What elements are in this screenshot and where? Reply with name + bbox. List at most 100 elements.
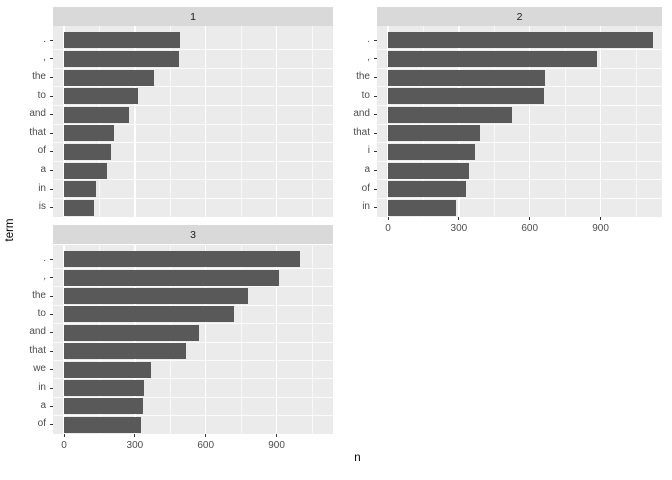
gridline-major-x	[275, 245, 278, 434]
x-tick-label: 900	[268, 440, 285, 451]
y-tick	[374, 77, 377, 78]
y-tick	[50, 369, 53, 371]
gridline-y	[377, 179, 662, 181]
y-tick	[50, 95, 53, 97]
y-tick	[374, 207, 377, 209]
bar	[388, 88, 544, 105]
facet-strip-label: 1	[190, 10, 196, 23]
y-axis-label: the	[32, 289, 46, 301]
y-tick	[50, 39, 53, 41]
bar	[64, 306, 235, 323]
y-axis-label: the	[356, 71, 370, 82]
facet-strip: 2	[377, 7, 662, 26]
y-axis-label: that	[29, 344, 46, 356]
bar	[388, 125, 481, 142]
bar	[388, 199, 457, 216]
x-tick	[458, 217, 460, 220]
bar	[64, 398, 144, 415]
gridline-y	[53, 123, 333, 125]
bar	[64, 343, 186, 360]
bar	[64, 199, 94, 216]
y-tick	[50, 188, 53, 190]
bar	[64, 269, 279, 286]
x-tick-label: 600	[197, 440, 215, 451]
y-axis-label: and	[353, 108, 370, 120]
bar	[64, 88, 139, 105]
y-axis-label: ,	[43, 52, 46, 64]
y-tick	[374, 39, 377, 41]
gridline-major-x	[204, 245, 207, 434]
gridline-y	[377, 86, 662, 88]
y-tick	[50, 170, 53, 171]
bar	[64, 181, 96, 198]
bar	[64, 416, 141, 433]
y-tick	[374, 151, 377, 153]
y-tick	[50, 295, 53, 297]
gridline-major-x	[275, 26, 278, 217]
x-tick	[63, 434, 65, 437]
y-axis-label: .	[43, 252, 46, 264]
y-tick	[50, 405, 53, 407]
gridline-y	[53, 396, 333, 398]
facet-panel	[53, 245, 333, 434]
gridline-y	[53, 160, 333, 162]
y-axis-label: the	[32, 71, 46, 82]
y-axis-label: to	[37, 89, 46, 101]
gridline-y	[377, 104, 662, 106]
y-axis-label: that	[29, 126, 46, 138]
y-tick	[50, 151, 53, 153]
facet-strip: 1	[53, 7, 333, 26]
y-axis-label: of	[37, 418, 46, 430]
bar	[64, 106, 129, 123]
y-axis-title: term	[4, 218, 16, 242]
bar	[64, 32, 180, 49]
y-tick	[374, 132, 377, 134]
y-axis-label: ,	[43, 271, 46, 283]
gridline-y	[53, 49, 333, 51]
x-tick-label: 0	[61, 440, 67, 451]
gridline-minor-x	[240, 26, 242, 217]
x-tick-label: 300	[450, 223, 468, 234]
y-axis-label: is	[38, 201, 46, 213]
facet-panel	[377, 26, 662, 217]
y-tick	[50, 77, 53, 78]
y-axis-label: to	[37, 307, 46, 319]
facet-strip-label: 3	[190, 228, 196, 241]
x-tick	[529, 217, 531, 220]
facet-strip-label: 2	[516, 10, 523, 23]
facet-panel	[53, 26, 333, 217]
gridline-y	[377, 197, 662, 199]
gridline-y	[377, 123, 662, 125]
gridline-y	[53, 179, 333, 181]
gridline-y	[53, 323, 333, 325]
bar	[64, 380, 145, 396]
y-tick	[374, 170, 377, 171]
gridline-y	[53, 142, 333, 144]
y-axis-label: of	[37, 145, 46, 157]
gridline-y	[53, 286, 333, 288]
bar	[64, 251, 301, 268]
gridline-y	[53, 359, 333, 361]
bar	[388, 162, 470, 179]
gridline-major-x	[528, 26, 531, 217]
bar	[64, 125, 114, 142]
gridline-y	[53, 378, 333, 380]
bar	[64, 324, 199, 341]
gridline-y	[377, 49, 662, 51]
y-tick	[50, 114, 53, 116]
y-tick	[374, 58, 377, 60]
x-tick	[600, 217, 602, 220]
y-axis-label: a	[364, 164, 370, 175]
y-tick	[50, 387, 53, 389]
x-tick	[387, 217, 389, 220]
y-tick	[50, 58, 53, 60]
bar	[64, 143, 112, 160]
bar	[64, 361, 152, 378]
y-tick	[50, 258, 53, 260]
y-axis-label: and	[29, 326, 46, 338]
gridline-minor-x	[564, 26, 566, 217]
gridline-y	[53, 104, 333, 106]
bar	[64, 69, 154, 86]
x-tick	[276, 434, 278, 437]
